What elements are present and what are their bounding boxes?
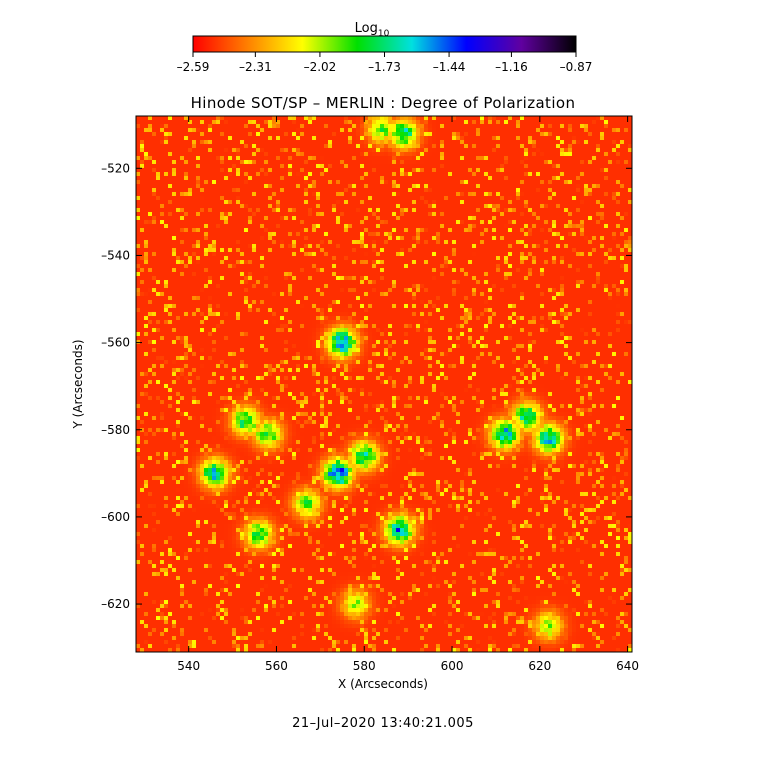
x-axis: 540 560 580 600 620 640 <box>177 116 639 673</box>
x-tick-label: 640 <box>616 659 639 673</box>
colorbar-tick-label: –2.59 <box>177 60 210 74</box>
y-tick-label: –520 <box>101 161 130 175</box>
plot-frame <box>135 115 633 653</box>
x-tick-label: 600 <box>441 659 464 673</box>
x-axis-label: X (Arcseconds) <box>338 677 428 691</box>
colorbar-tick-label: –2.02 <box>304 60 337 74</box>
colorbar-tick-label: –2.31 <box>239 60 272 74</box>
x-tick-label: 560 <box>265 659 288 673</box>
y-axis-label: Y (Arcseconds) <box>71 339 85 429</box>
colorbar-tick-label: –1.16 <box>495 60 528 74</box>
colorbar <box>192 35 577 53</box>
colorbar-ticks: –2.59 –2.31 –2.02 –1.73 –1.44 –1.16 –0.87 <box>177 52 593 74</box>
heatmap-raster <box>136 116 632 652</box>
heatmap-image <box>136 116 632 652</box>
timestamp: 21–Jul–2020 13:40:21.005 <box>292 716 474 731</box>
colorbar-tick-label: –1.73 <box>368 60 401 74</box>
y-axis: –520 –540 –560 –580 –600 –620 <box>101 161 632 611</box>
chart-title: Hinode SOT/SP – MERLIN : Degree of Polar… <box>191 94 576 112</box>
colorbar-tick-label: –0.87 <box>560 60 593 74</box>
colorbar-title: Log10 <box>355 21 390 39</box>
y-tick-label: –580 <box>101 423 130 437</box>
colorbar-tick-label: –1.44 <box>433 60 466 74</box>
y-tick-label: –620 <box>101 597 130 611</box>
x-tick-label: 620 <box>528 659 551 673</box>
y-tick-label: –600 <box>101 510 130 524</box>
y-tick-label: –560 <box>101 336 130 350</box>
x-tick-label: 540 <box>177 659 200 673</box>
y-tick-label: –540 <box>101 248 130 262</box>
x-tick-label: 580 <box>353 659 376 673</box>
